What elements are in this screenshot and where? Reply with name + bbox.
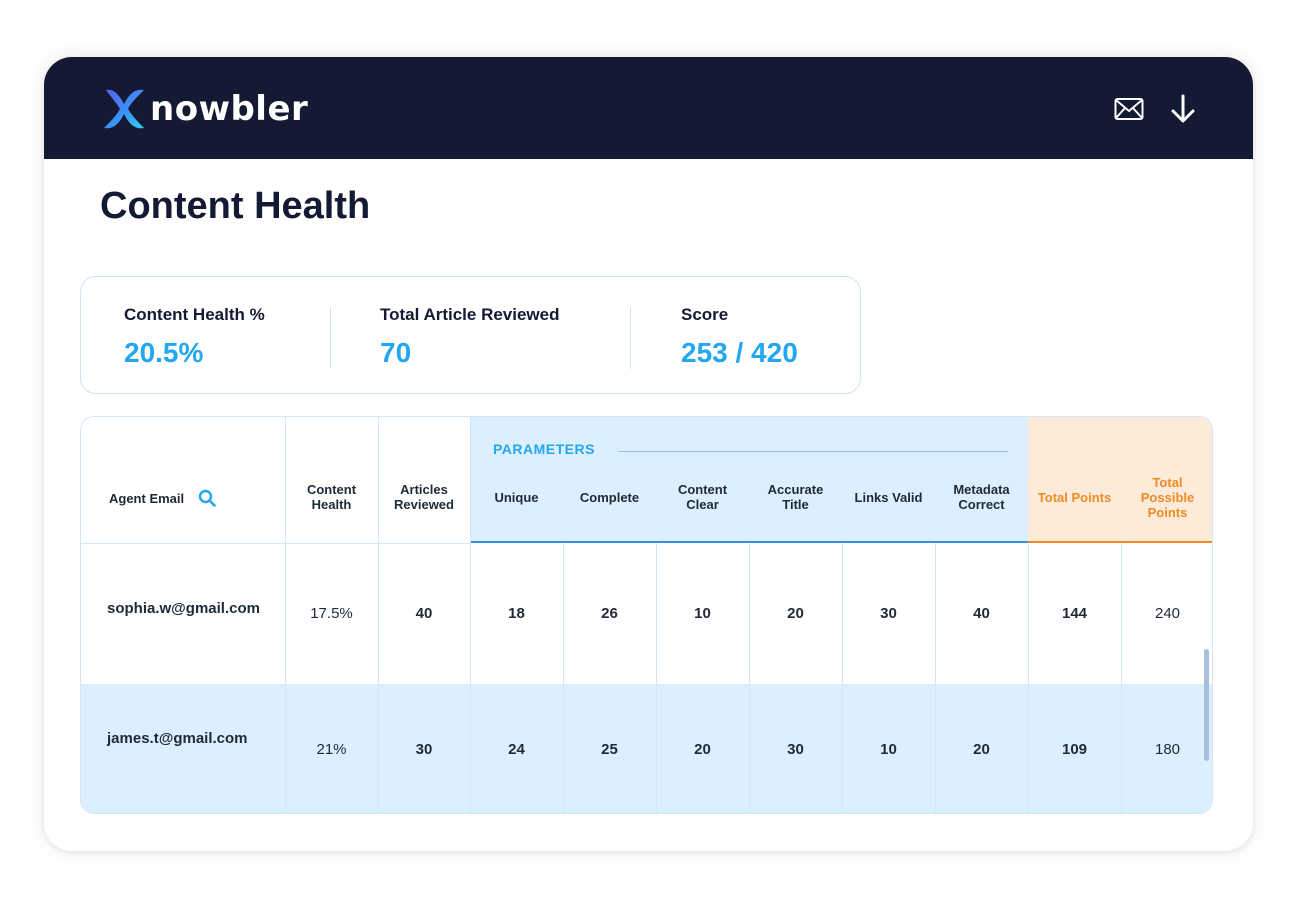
cell-unique: 18 <box>508 605 525 622</box>
cell-content-clear: 20 <box>694 741 711 758</box>
stat-value: 70 <box>380 337 412 368</box>
summary-card: Content Health % 20.5% Total Article Rev… <box>80 276 861 394</box>
stat-divider <box>630 307 631 369</box>
stat-value: 253 / 420 <box>681 337 798 368</box>
row-email: sophia.w@gmail.com <box>107 600 260 617</box>
cell-total-possible-points: 180 <box>1154 741 1181 758</box>
col-articles-reviewed[interactable]: Articles Reviewed <box>394 482 454 512</box>
grid-line <box>1121 543 1122 813</box>
cell-metadata-correct: 20 <box>973 741 990 758</box>
brand-name: nowbler <box>150 89 309 129</box>
cell-unique: 24 <box>508 741 525 758</box>
cell-accurate-title: 20 <box>787 605 804 622</box>
stat-articles-reviewed: Total Article Reviewed 70 <box>380 305 560 369</box>
stat-value: 20.5% <box>124 337 204 368</box>
table-row[interactable]: sophia.w@gmail.com 17.5% 40 18 26 10 20 … <box>81 543 1212 684</box>
col-total-points[interactable]: Total Points <box>1037 489 1112 505</box>
grid-line <box>656 543 657 813</box>
stat-label: Total Article Reviewed <box>380 305 560 324</box>
cell-links-valid: 30 <box>880 605 897 622</box>
stat-label: Content Health % <box>124 305 265 324</box>
parameters-title: PARAMETERS <box>493 441 595 457</box>
mail-button[interactable] <box>1113 93 1145 125</box>
row-email: james.t@gmail.com <box>107 730 248 747</box>
table-row[interactable]: james.t@gmail.com 21% 30 24 25 20 30 10 … <box>81 684 1212 813</box>
cell-content-clear: 10 <box>694 605 711 622</box>
search-icon[interactable] <box>198 489 216 507</box>
grid-line <box>285 417 286 813</box>
grid-line <box>1028 543 1029 813</box>
col-links-valid[interactable]: Links Valid <box>854 489 923 505</box>
agent-email-label: Agent Email <box>109 490 185 506</box>
brand-logo-icon <box>104 89 144 129</box>
app-window: nowbler Content Health Content Health % … <box>44 57 1253 851</box>
cell-complete: 26 <box>601 605 618 622</box>
grid-line <box>470 417 471 813</box>
grid-line <box>842 543 843 813</box>
cell-total-points: 144 <box>1061 605 1088 622</box>
grid-line <box>81 543 470 544</box>
grid-line <box>378 417 379 813</box>
col-accurate-title[interactable]: Accurate Title <box>767 482 824 512</box>
content-health-table: PARAMETERS Agent Email Content Health Ar… <box>80 416 1213 814</box>
grid-line <box>935 543 936 813</box>
top-bar: nowbler <box>44 57 1253 159</box>
agent-email-header: Agent Email <box>109 489 216 507</box>
grid-line <box>749 543 750 813</box>
download-button[interactable] <box>1167 93 1199 125</box>
parameters-divider <box>618 451 1008 452</box>
table-scrollbar[interactable] <box>1204 649 1209 761</box>
stat-divider <box>330 307 331 369</box>
grid-line <box>563 543 564 813</box>
brand-logo[interactable]: nowbler <box>100 85 308 133</box>
cell-articles-reviewed: 40 <box>415 605 433 622</box>
parameters-header <box>470 417 1028 543</box>
cell-metadata-correct: 40 <box>973 605 990 622</box>
cell-links-valid: 10 <box>880 741 897 758</box>
col-content-clear[interactable]: Content Clear <box>677 482 728 512</box>
points-header <box>1028 417 1212 543</box>
cell-articles-reviewed: 30 <box>415 741 433 758</box>
col-metadata-correct[interactable]: Metadata Correct <box>953 482 1010 512</box>
cell-content-health: 17.5% <box>310 605 353 622</box>
col-total-possible-points[interactable]: Total Possible Points <box>1140 474 1195 520</box>
col-unique[interactable]: Unique <box>494 489 539 505</box>
cell-content-health: 21% <box>316 741 347 758</box>
col-complete[interactable]: Complete <box>579 489 640 505</box>
stat-label: Score <box>681 305 729 324</box>
download-icon <box>1171 94 1195 123</box>
col-content-health[interactable]: Content Health <box>306 482 357 512</box>
stat-score: Score 253 / 420 <box>681 305 798 369</box>
stat-content-health: Content Health % 20.5% <box>124 305 265 369</box>
cell-total-points: 109 <box>1061 741 1088 758</box>
cell-complete: 25 <box>601 741 618 758</box>
page-title: Content Health <box>100 185 371 227</box>
mail-icon <box>1114 98 1144 120</box>
cell-accurate-title: 30 <box>787 741 804 758</box>
cell-total-possible-points: 240 <box>1154 605 1181 622</box>
